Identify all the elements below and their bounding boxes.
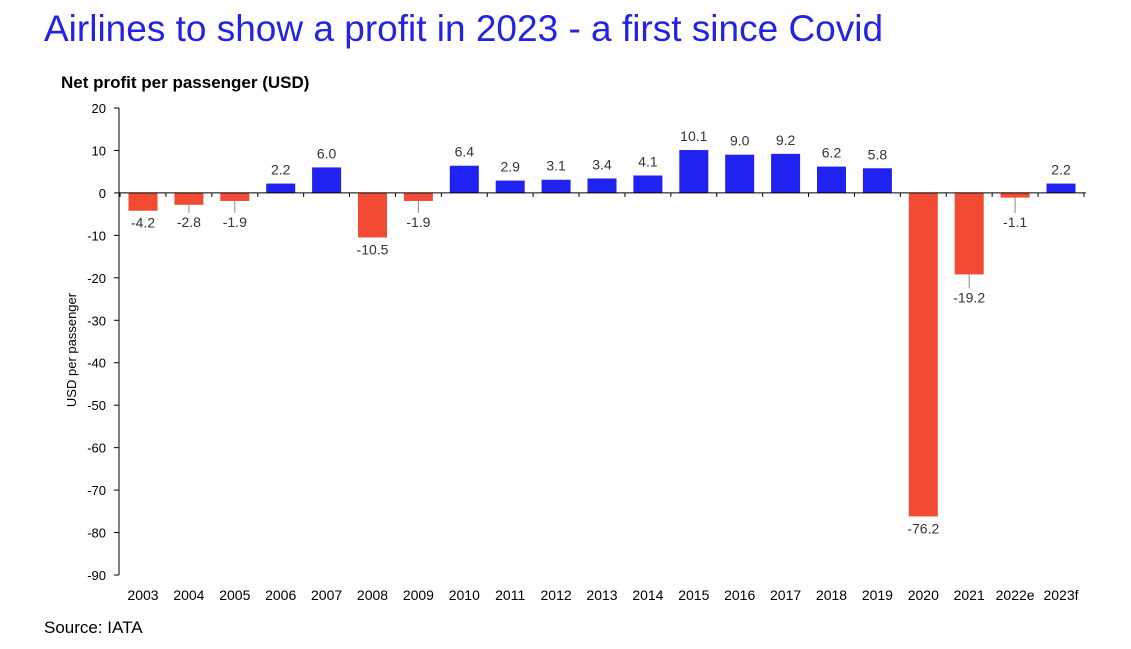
bar-2004: [174, 192, 204, 205]
y-tick-label: -70: [87, 483, 106, 498]
bar-2020: [908, 192, 938, 517]
data-labels: -4.2 -2.8 -1.9 2.2 6.0 -10.5 -1.9 6.4 2.9 3.1 3.4 4…: [131, 128, 1071, 536]
chart-subtitle: Net profit per passenger (USD): [61, 73, 310, 92]
y-tick-label: -50: [87, 398, 106, 413]
data-label-2012: 3.1: [546, 158, 566, 174]
bar-2009: [403, 192, 433, 201]
x-tick-label-2013: 2013: [586, 587, 617, 603]
x-tick-label-2011: 2011: [495, 587, 525, 603]
source-note: Source: IATA: [44, 618, 143, 637]
bar-2012: [541, 179, 571, 193]
data-label-2009: -1.9: [406, 214, 430, 230]
y-tick-label: -10: [87, 228, 106, 243]
x-tick-label-2005: 2005: [219, 587, 250, 603]
x-tick-label-2010: 2010: [449, 587, 480, 603]
chart-title: Airlines to show a profit in 2023 - a fi…: [44, 8, 884, 49]
y-tick-label: -80: [87, 526, 106, 541]
y-axis-label: USD per passenger: [64, 292, 79, 407]
bar-2022e: [1000, 192, 1030, 198]
x-tick-label-2014: 2014: [632, 587, 663, 603]
x-tick-label-2008: 2008: [357, 587, 388, 603]
data-label-2006: 2.2: [271, 162, 291, 178]
x-tick-label-2020: 2020: [908, 587, 939, 603]
data-label-2019: 5.8: [868, 146, 888, 162]
data-label-2010: 6.4: [455, 144, 475, 160]
x-tick-label-2017: 2017: [770, 587, 801, 603]
x-tick-label-2016: 2016: [724, 587, 755, 603]
data-label-2008: -10.5: [357, 241, 389, 257]
data-label-2011: 2.9: [500, 159, 520, 175]
bar-2008: [358, 192, 387, 238]
data-label-2007: 6.0: [317, 145, 337, 161]
y-tick-label: -60: [87, 441, 106, 456]
bar-2017: [771, 153, 801, 193]
bar-2014: [633, 175, 663, 193]
y-tick-label: 20: [92, 101, 106, 116]
bar-2010: [449, 165, 479, 193]
data-label-2023f: 2.2: [1051, 162, 1071, 178]
bar-2021: [954, 192, 984, 275]
x-axis: 2003 2004 2005 2006 2007 2008 2009 2010 2011 2012…: [119, 192, 1086, 603]
x-tick-label-2019: 2019: [862, 587, 893, 603]
bar-2006: [266, 183, 296, 193]
bar-2003: [128, 192, 158, 211]
x-tick-label-2015: 2015: [678, 587, 709, 603]
data-label-2005: -1.9: [223, 214, 247, 230]
y-axis: 20 10 0 -10 -20 -30 -40 -50 -60 -70 -80 -90: [87, 101, 120, 583]
y-tick-label: -90: [87, 568, 106, 583]
data-label-2018: 6.2: [822, 145, 842, 161]
x-tick-label-2012: 2012: [541, 587, 572, 603]
y-tick-label: -30: [87, 313, 106, 328]
bar-2013: [587, 178, 617, 193]
bar-2005: [220, 192, 250, 201]
data-label-2022e: -1.1: [1003, 214, 1027, 230]
data-label-2020: -76.2: [907, 520, 939, 536]
x-tick-label-2004: 2004: [173, 587, 204, 603]
y-tick-label: -20: [87, 271, 106, 286]
data-label-2013: 3.4: [592, 156, 612, 172]
data-label-2004: -2.8: [177, 214, 201, 230]
x-tick-label-2006: 2006: [265, 587, 296, 603]
data-label-2016: 9.0: [730, 133, 750, 149]
x-tick-label-2021: 2021: [954, 587, 985, 603]
y-tick-label: 0: [99, 186, 106, 201]
bar-2019: [862, 168, 892, 193]
x-tick-label-2003: 2003: [127, 587, 158, 603]
data-label-2015: 10.1: [680, 128, 707, 144]
x-tick-label-2022e: 2022e: [996, 587, 1035, 603]
x-tick-label-2007: 2007: [311, 587, 342, 603]
x-tick-label-2018: 2018: [816, 587, 847, 603]
bar-2015: [679, 150, 709, 193]
bars: [128, 150, 1076, 517]
bar-2016: [725, 154, 755, 193]
bar-2018: [817, 166, 846, 193]
data-label-2021: -19.2: [953, 289, 985, 305]
data-label-2014: 4.1: [638, 154, 658, 170]
y-tick-label: 10: [92, 143, 106, 158]
bar-2011: [495, 180, 525, 193]
x-tick-label-2023f: 2023f: [1043, 587, 1078, 603]
bar-2023f: [1046, 183, 1076, 193]
y-tick-label: -40: [87, 356, 106, 371]
bar-2007: [312, 167, 342, 193]
data-label-2017: 9.2: [776, 132, 796, 148]
x-tick-label-2009: 2009: [403, 587, 434, 603]
data-label-2003: -4.2: [131, 215, 155, 231]
